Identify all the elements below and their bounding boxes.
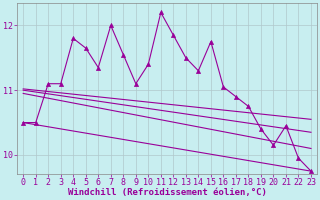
X-axis label: Windchill (Refroidissement éolien,°C): Windchill (Refroidissement éolien,°C): [68, 188, 267, 197]
